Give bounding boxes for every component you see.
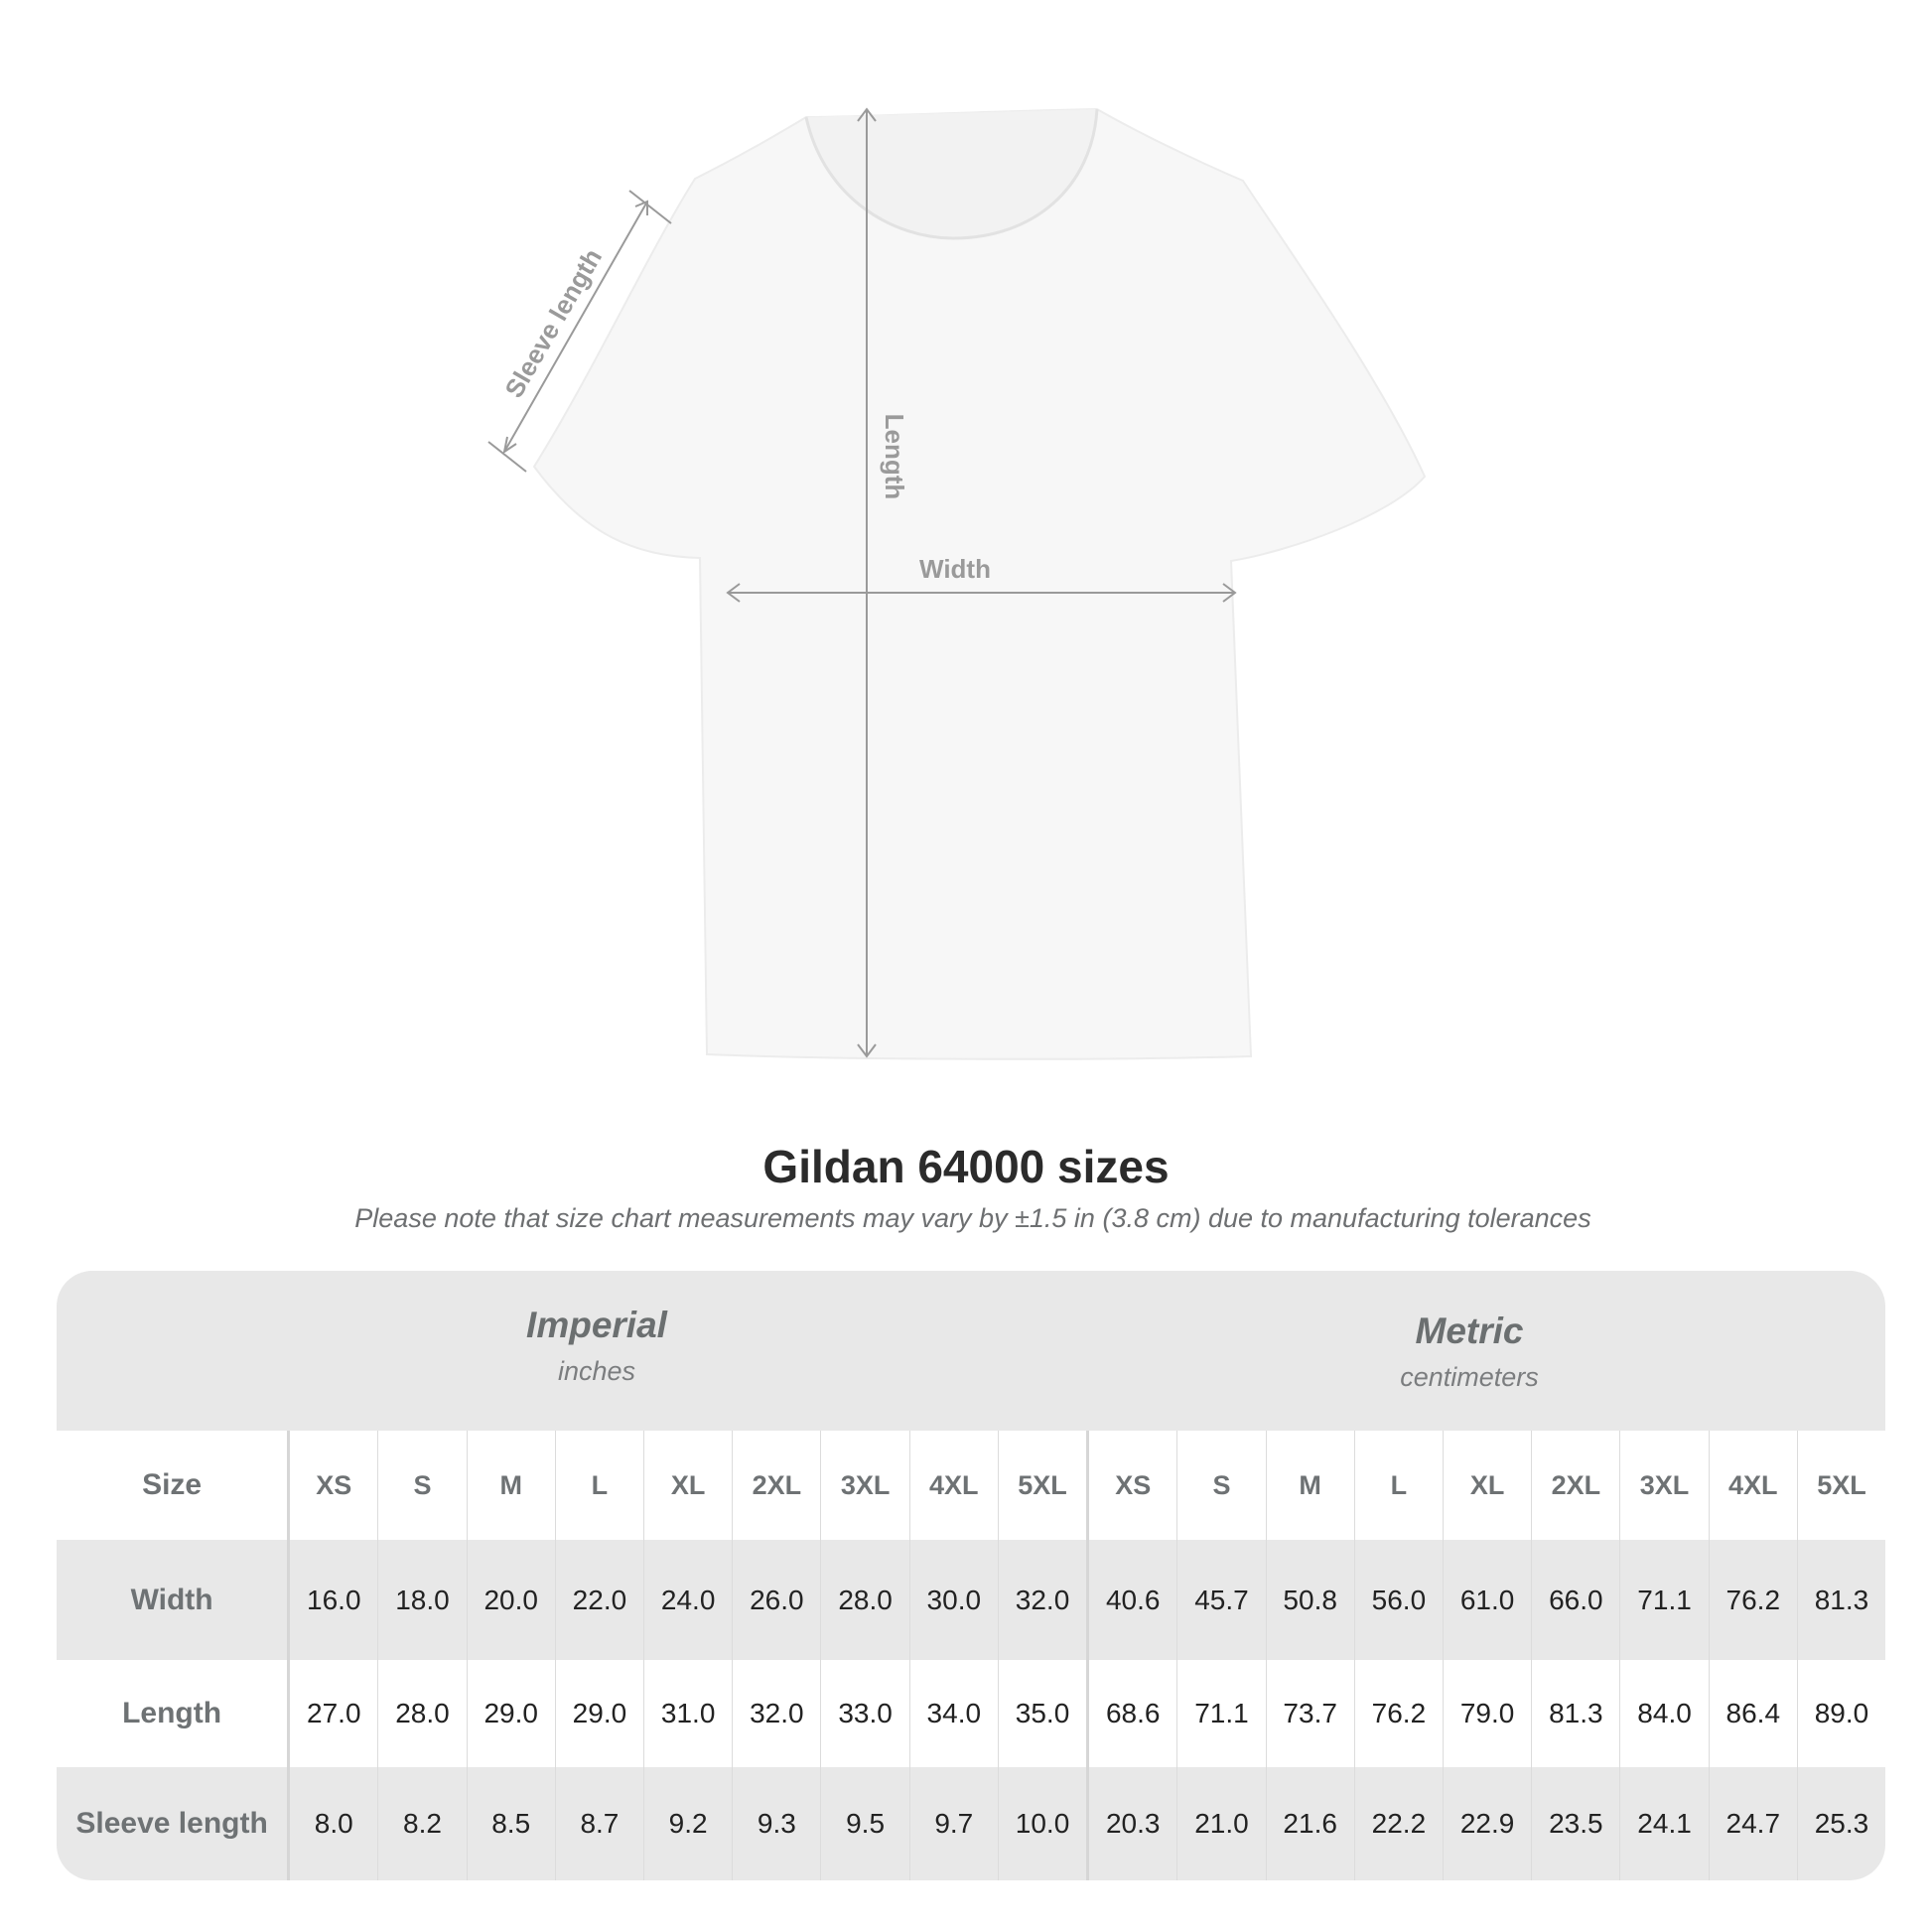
table-cell: 22.0: [554, 1540, 643, 1660]
table-cell: 24.7: [1708, 1767, 1797, 1880]
table-cell: 33.0: [820, 1660, 908, 1767]
size-header-cell: L: [554, 1431, 643, 1540]
metric-unit: centimeters: [1400, 1362, 1539, 1392]
table-cell: 66.0: [1531, 1540, 1619, 1660]
size-header-cell: 3XL: [1619, 1431, 1708, 1540]
size-header-cell: 4XL: [908, 1431, 998, 1540]
table-cell: 21.6: [1265, 1767, 1354, 1880]
table-cell: 32.0: [997, 1540, 1086, 1660]
size-header-cell: 2XL: [1531, 1431, 1619, 1540]
size-table: Imperial inches Metric centimeters Size …: [57, 1271, 1885, 1880]
measure-arrows: [487, 107, 1237, 1058]
row-label: Length: [122, 1697, 222, 1729]
table-cell: 28.0: [820, 1540, 908, 1660]
table-cell: 27.0: [287, 1660, 377, 1767]
row-label: Sleeve length: [75, 1807, 268, 1840]
table-cell: 23.5: [1531, 1767, 1619, 1880]
table-cell: 20.0: [466, 1540, 555, 1660]
size-header-cell: S: [377, 1431, 466, 1540]
table-cell: 8.0: [287, 1767, 377, 1880]
table-cell: 76.2: [1708, 1540, 1797, 1660]
size-header-cell: 5XL: [1796, 1431, 1885, 1540]
table-cell: 79.0: [1443, 1660, 1531, 1767]
row-band: [57, 1540, 1885, 1660]
width-label: Width: [919, 554, 991, 584]
size-header-cell: 3XL: [820, 1431, 908, 1540]
table-cell: 68.6: [1086, 1660, 1176, 1767]
imperial-unit: inches: [557, 1356, 636, 1386]
table-cell: 84.0: [1619, 1660, 1708, 1767]
table-cell: 45.7: [1176, 1540, 1265, 1660]
table-cell: 40.6: [1086, 1540, 1176, 1660]
table-cell: 34.0: [908, 1660, 998, 1767]
table-cell: 71.1: [1176, 1660, 1265, 1767]
table-cell: 9.3: [732, 1767, 820, 1880]
tolerance-note: Please note that size chart measurements…: [354, 1203, 1591, 1233]
table-cell: 22.9: [1443, 1767, 1531, 1880]
size-header-cell: XL: [1443, 1431, 1531, 1540]
table-cell: 29.0: [466, 1660, 555, 1767]
table-row-length: Length 27.0 28.0 29.0 29.0 31.0 32.0 33.0 34.0 35…: [57, 1660, 1885, 1767]
table-cell: 22.2: [1353, 1767, 1443, 1880]
size-label: Size: [142, 1468, 203, 1501]
table-cell: 71.1: [1619, 1540, 1708, 1660]
size-header-cell: L: [1353, 1431, 1443, 1540]
page-title: Gildan 64000 sizes: [762, 1141, 1170, 1192]
table-cell: 61.0: [1443, 1540, 1531, 1660]
table-cell: 9.7: [908, 1767, 998, 1880]
collar: [804, 108, 1099, 240]
table-cell: 24.0: [643, 1540, 732, 1660]
row-band: [57, 1767, 1885, 1880]
size-header-cell: XS: [1086, 1431, 1176, 1540]
size-header-row: Size XS S M L XL 2XL 3XL 4XL 5XL XS S M L XL 2XL 3XL 4XL…: [57, 1431, 1885, 1540]
size-header-cell: M: [1265, 1431, 1354, 1540]
size-header-cell: XS: [287, 1431, 377, 1540]
size-header-cell: 2XL: [732, 1431, 820, 1540]
table-cell: 24.1: [1619, 1767, 1708, 1880]
table-cell: 56.0: [1353, 1540, 1443, 1660]
size-header-cell: 4XL: [1708, 1431, 1797, 1540]
table-cell: 81.3: [1796, 1540, 1885, 1660]
table-cell: 29.0: [554, 1660, 643, 1767]
table-cell: 20.3: [1086, 1767, 1176, 1880]
size-header-cell: XL: [643, 1431, 732, 1540]
table-cell: 32.0: [732, 1660, 820, 1767]
row-label: Width: [130, 1583, 213, 1616]
table-cell: 8.5: [466, 1767, 555, 1880]
units-header: [57, 1271, 1885, 1431]
table-cell: 31.0: [643, 1660, 732, 1767]
size-header-cell: M: [466, 1431, 555, 1540]
size-header-cell: 5XL: [997, 1431, 1086, 1540]
table-cell: 73.7: [1265, 1660, 1354, 1767]
table-cell: 86.4: [1708, 1660, 1797, 1767]
table-cell: 50.8: [1265, 1540, 1354, 1660]
table-cell: 21.0: [1176, 1767, 1265, 1880]
table-row-width: Width 16.0 18.0 20.0 22.0 24.0 26.0 28.0 30.0 32.…: [57, 1540, 1885, 1660]
table-row-sleeve-length: Sleeve length 8.0 8.2 8.5 8.7 9.2 9.3 9.5 9.7 10.…: [57, 1767, 1885, 1880]
tshirt-diagram: Width Length Sleeve length: [487, 107, 1427, 1060]
table-cell: 76.2: [1353, 1660, 1443, 1767]
table-cell: 8.2: [377, 1767, 466, 1880]
table-cell: 25.3: [1796, 1767, 1885, 1880]
imperial-header: Imperial inches: [398, 1305, 795, 1387]
table-cell: 30.0: [908, 1540, 998, 1660]
table-cell: 9.2: [643, 1767, 732, 1880]
table-cell: 28.0: [377, 1660, 466, 1767]
table-cell: 89.0: [1796, 1660, 1885, 1767]
size-header-cell: S: [1176, 1431, 1265, 1540]
length-label: Length: [880, 414, 909, 500]
tshirt-image: [532, 107, 1427, 1060]
metric-label: Metric: [1415, 1311, 1524, 1351]
table-cell: 18.0: [377, 1540, 466, 1660]
table-cell: 35.0: [997, 1660, 1086, 1767]
sleeve-arrow: [503, 201, 648, 453]
imperial-label: Imperial: [526, 1305, 667, 1345]
table-cell: 16.0: [287, 1540, 377, 1660]
table-cell: 10.0: [997, 1767, 1086, 1880]
table-cell: 8.7: [554, 1767, 643, 1880]
table-cell: 9.5: [820, 1767, 908, 1880]
table-cell: 26.0: [732, 1540, 820, 1660]
table-cell: 81.3: [1531, 1660, 1619, 1767]
metric-header: Metric centimeters: [1271, 1311, 1668, 1393]
